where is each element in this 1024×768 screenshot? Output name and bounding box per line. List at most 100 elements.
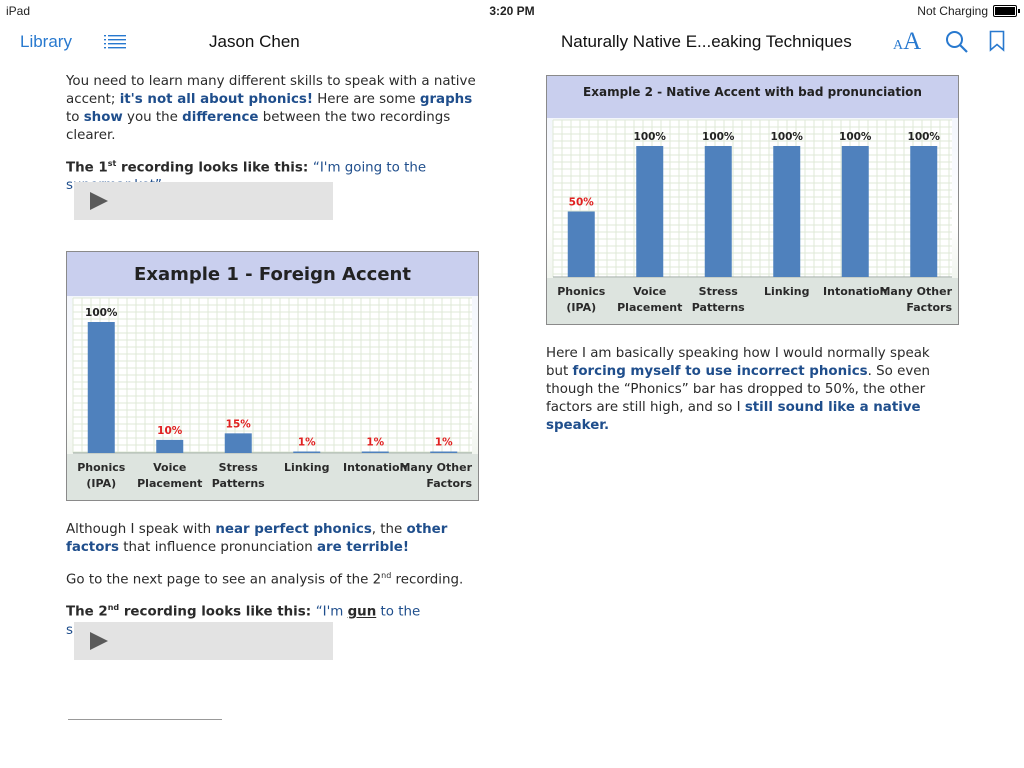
bar xyxy=(841,146,869,277)
right-page: Here I am basically speaking how I would… xyxy=(546,345,956,435)
rec1-suffix: recording looks like this: xyxy=(116,160,313,176)
chart-foreign-accent: Example 1 - Foreign Accent 100% Phonics (IP… xyxy=(66,251,479,501)
bar xyxy=(567,211,595,277)
category-label: (IPA) xyxy=(86,477,116,490)
category-band xyxy=(547,278,958,324)
category-label: Linking xyxy=(764,285,809,298)
font-small-label: A xyxy=(893,38,904,53)
play-icon xyxy=(90,632,108,650)
next-text-1: Go to the next page to see an analysis o… xyxy=(66,572,382,588)
chart-title-band xyxy=(67,252,478,296)
battery-text: Not Charging xyxy=(917,4,988,18)
rec1-prefix: The 1 xyxy=(66,160,108,176)
right-paragraph: Here I am basically speaking how I would… xyxy=(546,345,956,435)
right-highlight-native: still sound like a native speaker. xyxy=(546,400,921,433)
category-label: Factors xyxy=(906,301,952,314)
font-size-button[interactable]: AA xyxy=(893,28,921,56)
bar xyxy=(430,451,458,453)
intro-highlight-difference: difference xyxy=(182,110,259,125)
rec1-sup: st xyxy=(107,159,117,168)
search-icon[interactable] xyxy=(945,30,969,59)
chart-title: Example 2 - Native Accent with bad pronu… xyxy=(583,85,922,99)
font-large-label: A xyxy=(903,28,922,55)
category-label: Factors xyxy=(426,477,472,490)
intro-text-3: Here are some xyxy=(312,92,420,107)
category-label: (IPA) xyxy=(566,301,596,314)
footnote-divider xyxy=(68,719,222,720)
analysis-text-3: , the xyxy=(371,522,407,537)
category-label: Patterns xyxy=(212,477,265,490)
chart-title: Example 1 - Foreign Accent xyxy=(134,264,411,285)
category-label: Patterns xyxy=(692,301,745,314)
category-label: Voice xyxy=(153,461,186,474)
play-icon xyxy=(90,192,108,210)
category-label: Placement xyxy=(617,301,682,314)
category-label: Intonation xyxy=(823,285,887,298)
category-label: Many Other xyxy=(399,461,472,474)
next-page-line: Go to the next page to see an analysis o… xyxy=(66,567,476,589)
category-band xyxy=(67,454,478,500)
data-label: 100% xyxy=(85,307,118,319)
intro-highlight-phonics: it's not all about phonics! xyxy=(119,92,313,107)
intro-highlight-graphs: graphs xyxy=(419,92,473,107)
next-sup: nd xyxy=(381,571,392,580)
analysis-highlight-terrible: are terrible! xyxy=(316,540,409,555)
status-bar: iPad 3:20 PM Not Charging xyxy=(0,0,1024,22)
analysis-highlight-factors: other factors xyxy=(66,522,448,555)
bar xyxy=(773,146,801,277)
data-label: 100% xyxy=(702,131,735,143)
battery-icon xyxy=(993,5,1020,17)
bar xyxy=(293,451,321,453)
library-button[interactable]: Library xyxy=(20,32,72,51)
audio-player-1[interactable] xyxy=(74,182,333,220)
bar xyxy=(910,146,938,277)
bar xyxy=(87,322,115,453)
category-label: Phonics xyxy=(557,285,606,298)
right-highlight-forcing: forcing myself to use incorrect phonics xyxy=(572,364,868,379)
list-icon[interactable] xyxy=(104,34,126,50)
next-text-2: recording. xyxy=(391,572,464,588)
data-label: 100% xyxy=(908,131,941,143)
category-label: Intonation xyxy=(343,461,407,474)
data-label: 100% xyxy=(771,131,804,143)
intro-text-5: to xyxy=(66,110,84,125)
category-label: Stress xyxy=(219,461,259,474)
left-page: You need to learn many different skills … xyxy=(66,73,476,195)
bar xyxy=(156,439,184,453)
intro-text-7: you the xyxy=(122,110,183,125)
category-label: Many Other xyxy=(879,285,952,298)
intro-highlight-show: show xyxy=(83,110,123,125)
author-name: Jason Chen xyxy=(209,32,300,51)
category-label: Voice xyxy=(633,285,666,298)
category-label: Phonics xyxy=(77,461,126,474)
chart-1-svg: Example 1 - Foreign Accent 100% Phonics (IP… xyxy=(67,252,478,500)
data-label: 10% xyxy=(157,425,183,437)
clock: 3:20 PM xyxy=(489,4,535,18)
bar xyxy=(224,433,252,453)
chart-native-accent: Example 2 - Native Accent with bad pronu… xyxy=(546,75,959,325)
data-label: 100% xyxy=(839,131,872,143)
rec2-prefix: The 2 xyxy=(66,604,108,620)
rec2-sup: nd xyxy=(107,603,120,613)
chart-2-svg: Example 2 - Native Accent with bad pronu… xyxy=(547,76,958,324)
analysis-highlight-phonics: near perfect phonics xyxy=(215,522,372,537)
bar xyxy=(704,146,732,277)
category-label: Stress xyxy=(699,285,739,298)
category-label: Linking xyxy=(284,461,329,474)
analysis-text-5: that influence pronunciation xyxy=(118,540,317,555)
bar xyxy=(361,451,389,453)
data-label: 1% xyxy=(298,437,316,449)
category-label: Placement xyxy=(137,477,202,490)
data-label: 100% xyxy=(634,131,667,143)
rec2-suffix: recording looks like this: xyxy=(119,604,316,620)
analysis-paragraph: Although I speak with near perfect phoni… xyxy=(66,521,476,557)
analysis-text-1: Although I speak with xyxy=(66,522,216,537)
bar xyxy=(636,146,664,277)
bookmark-icon[interactable] xyxy=(989,30,1005,57)
rec2-quote-gun: gun xyxy=(347,604,377,620)
device-name: iPad xyxy=(6,4,31,18)
audio-player-2[interactable] xyxy=(74,622,333,660)
rec2-quote-1: “I'm xyxy=(315,604,348,620)
left-page-lower: Although I speak with near perfect phoni… xyxy=(66,521,476,640)
intro-text-1: You need to learn many different skills … xyxy=(66,74,476,107)
